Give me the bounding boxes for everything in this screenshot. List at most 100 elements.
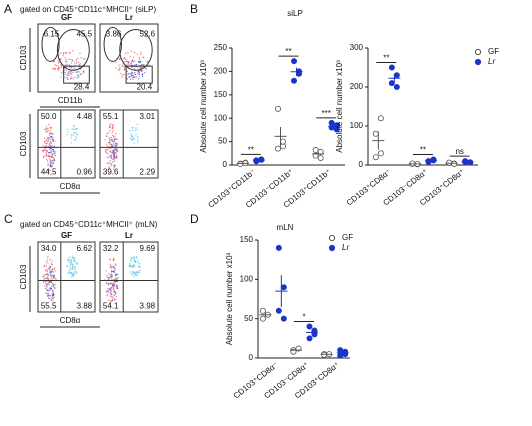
flow-event [128,265,130,267]
flow-event [51,153,54,155]
flow-event [48,123,50,126]
y-tick-label: 0 [223,160,228,169]
flow-event [112,285,114,287]
flow-event [113,294,116,296]
flow-event [75,71,77,73]
quadrant-percent: 55.1 [103,112,119,121]
flow-event [67,272,69,274]
flow-event [51,299,53,302]
flow-event [131,138,133,141]
flow-event [110,269,113,271]
flow-plot [99,23,159,93]
quadrant-percent: 50.0 [41,112,57,121]
flow-event [131,135,134,138]
flow-event [72,71,74,74]
flow-event [146,61,148,63]
flow-event [111,283,113,285]
flow-event [79,52,81,55]
flow-event [137,137,139,140]
flow-event [42,275,45,277]
flow-event [110,152,112,154]
flow-event [69,73,71,75]
flow-event [115,156,118,159]
flow-event [108,156,110,158]
quadrant-percent: 3.88 [77,302,93,311]
flow-event [112,151,115,153]
flow-event [49,163,52,165]
flow-event [137,141,139,144]
flow-event [58,67,61,69]
data-point [451,160,458,167]
flow-event [52,141,54,143]
flow-event [49,134,51,136]
flow-event [70,77,72,79]
flow-event [115,67,117,69]
flow-event [112,129,114,132]
flow-event [113,166,115,169]
flow-event [47,129,49,132]
flow-event [132,61,134,63]
flow-event [109,302,112,304]
flow-event [70,73,73,75]
flow-event [114,152,116,155]
data-point [259,307,266,314]
flow-event [54,67,57,70]
flow-event [105,149,107,151]
flow-event [106,152,109,155]
flow-event [72,272,75,274]
significance: ** [420,146,426,155]
flow-event [50,159,52,162]
flow-event [68,73,70,76]
flow-event [47,164,49,167]
flow-event [136,129,138,131]
flow-event [129,55,132,58]
flow-event [52,149,55,151]
flow-event [69,269,71,271]
flow-event [112,156,115,158]
data-point [425,158,432,165]
flow-event [134,266,136,268]
flow-event [50,127,52,130]
flow-event [107,287,109,290]
flow-event [119,66,121,69]
flow-event [109,289,112,292]
flow-event [43,137,46,140]
flow-event [129,259,132,262]
flow-event [124,69,126,71]
flow-event [49,164,52,167]
group-label: GF [61,231,72,240]
flow-event [112,259,115,262]
flow-event [48,289,51,292]
flow-event [113,160,116,162]
data-point [259,315,266,322]
flow-event [46,130,48,133]
flow-event [45,292,47,294]
flow-event [51,133,54,135]
flow-event [64,64,67,66]
flow-event [111,275,114,277]
flow-event [46,273,48,275]
flow-event [49,158,51,160]
flow-event [65,70,68,72]
flow-event [44,142,46,144]
flow-event [46,128,48,130]
flow-event [131,74,133,77]
flow-event [70,263,73,265]
panel-label: B [190,2,198,16]
flow-event [139,266,141,269]
flow-event [71,59,74,62]
data-point [317,154,324,161]
gate-percent: 28.4 [74,82,90,91]
group-label: GF [61,13,72,22]
flow-event [133,142,136,145]
flow-event [109,143,111,145]
flow-event [70,62,73,64]
flow-event [111,127,113,129]
flow-event [112,296,114,298]
significance: ** [383,54,389,63]
flow-event [70,133,73,136]
flow-event [142,56,144,58]
flow-event [84,58,86,60]
flow-event [76,57,79,60]
flow-event [72,275,74,278]
